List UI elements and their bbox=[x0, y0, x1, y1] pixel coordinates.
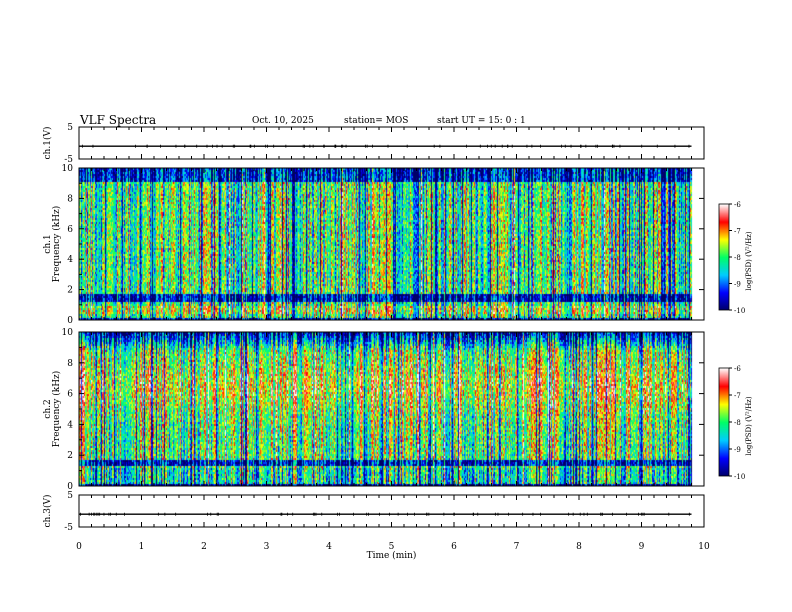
colorbar-2-tick-label: -7 bbox=[734, 392, 741, 400]
panel-3-ytick-label: 2 bbox=[67, 451, 73, 461]
panel-2-frame bbox=[78, 167, 705, 321]
colorbar-2-label: log(PSD) (V²/Hz) bbox=[745, 396, 753, 455]
colorbar-1 bbox=[719, 204, 729, 310]
panel-2-ytick-label: 10 bbox=[62, 164, 74, 174]
x-tick-label: 7 bbox=[514, 542, 520, 552]
start-time-label: start UT = 15: 0 : 1 bbox=[437, 116, 526, 126]
panel-3-ytick-label: 0 bbox=[67, 482, 73, 492]
panel-2-ytick-label: 6 bbox=[67, 225, 73, 235]
panel-2-ytick-label: 2 bbox=[67, 286, 73, 296]
panel-3-ytick-label: 10 bbox=[62, 328, 74, 338]
panel-3-ytick-label: 6 bbox=[67, 390, 73, 400]
panel-4-frame bbox=[78, 494, 705, 528]
x-axis-label: Time (min) bbox=[367, 550, 417, 561]
x-tick-label: 4 bbox=[326, 542, 332, 552]
panel-1-ytick-label: 5 bbox=[67, 123, 73, 133]
colorbar-2-tick-label: -10 bbox=[734, 473, 745, 481]
ch2-spectrogram-image bbox=[79, 332, 704, 486]
colorbar-1-tick-label: -8 bbox=[734, 254, 741, 262]
ch2-spectrogram-channel-label: ch.2 bbox=[43, 399, 53, 418]
colorbar-1-label: log(PSD) (V²/Hz) bbox=[745, 231, 753, 290]
x-tick-label: 5 bbox=[389, 542, 395, 552]
x-tick-label: 8 bbox=[576, 542, 582, 552]
colorbar-2-tick-label: -6 bbox=[734, 365, 741, 373]
x-tick-label: 6 bbox=[451, 542, 457, 552]
colorbar-1-tick-label: -6 bbox=[734, 201, 741, 209]
ch1-waveform-axis-label: ch.1(V) bbox=[42, 127, 53, 160]
ch1-spectrogram-channel-label: ch.1 bbox=[43, 234, 53, 253]
panel-4-ytick-label: 5 bbox=[67, 491, 73, 501]
chart-title: VLF Spectra bbox=[80, 113, 157, 127]
panel-3-ytick-label: 4 bbox=[67, 420, 73, 430]
x-tick-label: 1 bbox=[139, 542, 145, 552]
panel-2-ytick-label: 4 bbox=[67, 255, 73, 265]
x-tick-label: 3 bbox=[264, 542, 270, 552]
colorbar-1-tick-label: -9 bbox=[734, 281, 741, 289]
date-label: Oct. 10, 2025 bbox=[252, 116, 314, 126]
x-tick-label: 10 bbox=[698, 542, 710, 552]
colorbar-1-tick-label: -7 bbox=[734, 228, 741, 236]
station-label: station= MOS bbox=[344, 116, 409, 126]
ch1-spectrogram-axis-label: Frequency (kHz) bbox=[51, 206, 62, 283]
colorbar-2-tick-label: -9 bbox=[734, 446, 741, 454]
x-tick-label: 0 bbox=[76, 542, 82, 552]
panel-3-ytick-label: 8 bbox=[67, 359, 73, 369]
panel-3-frame bbox=[78, 331, 705, 487]
colorbar-1-tick-label: -10 bbox=[734, 307, 745, 315]
ch2-spectrogram-axis-label: Frequency (kHz) bbox=[51, 371, 62, 448]
colorbar-2-tick-label: -8 bbox=[734, 419, 741, 427]
panel-1-frame bbox=[78, 126, 705, 160]
x-tick-label: 9 bbox=[639, 542, 645, 552]
panel-2-ytick-label: 0 bbox=[67, 316, 73, 326]
colorbar-2 bbox=[719, 368, 729, 476]
panel-2-ytick-label: 8 bbox=[67, 194, 73, 204]
panel-4-ytick-label: -5 bbox=[64, 523, 73, 533]
ch3-waveform-axis-label: ch.3(V) bbox=[42, 495, 53, 528]
ch1-spectrogram-image bbox=[79, 168, 704, 320]
panel-1-ytick-label: -5 bbox=[64, 155, 73, 165]
x-tick-label: 2 bbox=[201, 542, 207, 552]
